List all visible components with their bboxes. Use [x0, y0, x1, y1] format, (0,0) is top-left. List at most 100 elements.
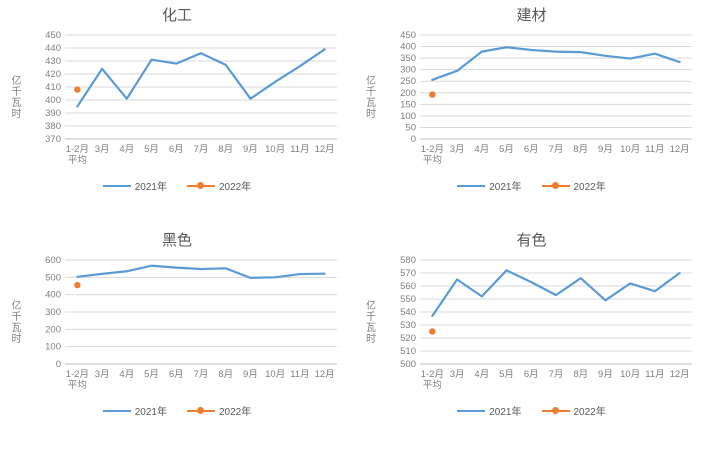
x-tick-label: 8月	[218, 369, 233, 380]
y-tick-label: 520	[400, 333, 416, 344]
x-tick-label: 7月	[194, 144, 209, 155]
y-tick-label: 600	[45, 255, 61, 266]
y-tick-label: 500	[45, 272, 61, 283]
plot-row: 亿千瓦时 450 400 350 300 250 200 150 100 50 0 1-2月平均 3月…	[362, 27, 702, 177]
x-tick-label: 12月	[315, 144, 335, 155]
legend-label-2021: 2021年	[134, 182, 167, 193]
y-tick-label: 510	[400, 346, 416, 357]
y-tick-label: 580	[400, 255, 416, 266]
x-tick-label: 10月	[265, 144, 285, 155]
y-axis-title: 亿千瓦时	[9, 75, 20, 119]
y-tick-labels: 600 500 400 300 200 100 0	[45, 255, 61, 370]
chart-title: 化工	[161, 7, 192, 24]
x-tick-labels: 1-2月平均 3月 4月 5月 6月 7月 8月 9月 10月 11月 12月	[66, 144, 335, 166]
x-tick-label: 5月	[499, 369, 514, 380]
y-tick-label: 400	[45, 290, 61, 301]
x-tick-label: 3月	[95, 144, 110, 155]
x-tick-label: 9月	[243, 369, 258, 380]
x-tick-label: 3月	[449, 369, 464, 380]
x-tick-label: 12月	[669, 369, 689, 380]
data-point-2022	[428, 91, 436, 98]
gridlines	[419, 34, 692, 140]
x-tick-label: 11月	[290, 369, 309, 380]
y-tick-label: 250	[400, 76, 416, 87]
x-tick-label: 11月	[290, 144, 309, 155]
y-tick-label: 450	[45, 30, 61, 41]
x-tick-label: 10月	[265, 369, 285, 380]
chart-jiancai: 建材 亿千瓦时 450 400 350 300 250 200 150 100 50 0 1-2月平…	[354, 0, 709, 225]
y-tick-label: 440	[45, 43, 61, 54]
x-tick-label: 9月	[598, 369, 613, 380]
y-tick-label: 300	[400, 65, 416, 76]
line-swatch-2021-icon	[102, 409, 131, 412]
x-tick-label: 9月	[243, 144, 258, 155]
x-tick-labels: 1-2月平均 3月 4月 5月 6月 7月 8月 9月 10月 11月 12月	[66, 369, 335, 391]
y-tick-label: 540	[400, 307, 416, 318]
legend-label-2022: 2022年	[219, 182, 252, 193]
y-tick-label: 50	[405, 122, 416, 133]
y-tick-label: 0	[410, 134, 415, 145]
x-tick-label: 7月	[548, 144, 563, 155]
x-tick-label: 6月	[523, 369, 538, 380]
chart-heise: 黑色 亿千瓦时 600 500 400 300 200 100 0 1-2月平均 3月 4月 5月 6…	[0, 225, 354, 451]
line-swatch-2021-icon	[457, 184, 486, 187]
legend-item-2021: 2021年	[102, 178, 167, 193]
y-tick-label: 150	[400, 99, 416, 110]
x-tick-label: 7月	[548, 369, 563, 380]
legend-item-2021: 2021年	[102, 403, 167, 418]
legend-item-2021: 2021年	[457, 403, 522, 418]
legend: 2021年 2022年	[457, 403, 606, 418]
line-swatch-2021-icon	[457, 409, 486, 412]
y-tick-label: 570	[400, 268, 416, 279]
chart-youse: 有色 亿千瓦时 580 570 560 550 540 530 520 510 500 1-2月平…	[354, 225, 709, 451]
x-tick-labels: 1-2月平均 3月 4月 5月 6月 7月 8月 9月 10月 11月 12月	[420, 369, 689, 391]
chart-title: 黑色	[161, 232, 192, 249]
y-tick-label: 390	[45, 108, 61, 119]
x-tick-label: 3月	[95, 369, 110, 380]
y-tick-label: 430	[45, 56, 61, 67]
plot-area: 580 570 560 550 540 530 520 510 500 1-2月平均 3月 4月 5月 6…	[400, 255, 692, 391]
y-tick-label: 530	[400, 320, 416, 331]
y-tick-label: 560	[400, 281, 416, 292]
x-tick-label: 10月	[620, 144, 640, 155]
chart-title: 建材	[516, 7, 547, 24]
y-axis-title: 亿千瓦时	[9, 300, 20, 344]
y-tick-label: 100	[45, 342, 61, 353]
plot-row: 亿千瓦时 580 570 560 550 540 530 520 510 500 1-2月平均 3月…	[362, 252, 702, 402]
legend-label-2022: 2022年	[219, 407, 252, 418]
legend-item-2022: 2022年	[541, 178, 606, 193]
legend-label-2022: 2022年	[573, 407, 606, 418]
line-swatch-2021-icon	[102, 184, 131, 187]
legend-label-2021: 2021年	[489, 182, 522, 193]
x-tick-label: 1-2月平均	[420, 144, 443, 166]
series-line-2021	[76, 48, 326, 108]
legend-item-2022: 2022年	[187, 178, 251, 193]
y-axis-title: 亿千瓦时	[363, 300, 375, 344]
data-point-2022	[74, 281, 81, 289]
series-line-2021	[430, 46, 681, 81]
x-tick-label: 1-2月平均	[66, 369, 89, 391]
y-tick-label: 200	[400, 88, 416, 99]
x-tick-label: 4月	[474, 369, 489, 380]
y-tick-labels: 580 570 560 550 540 530 520 510 500	[400, 255, 416, 370]
legend-label-2021: 2021年	[134, 407, 167, 418]
gridlines	[65, 34, 337, 140]
x-tick-label: 4月	[119, 369, 134, 380]
x-tick-label: 9月	[598, 144, 613, 155]
plot-row: 亿千瓦时 450 440 430 420 410 400 390 380 370 1-2月平均 3月…	[7, 27, 347, 177]
x-tick-label: 1-2月平均	[420, 369, 443, 391]
y-tick-label: 0	[56, 359, 61, 370]
legend: 2021年 2022年	[102, 403, 252, 418]
line-dot-swatch-2022-icon	[541, 182, 570, 189]
gridlines	[65, 259, 337, 365]
series-line-2021	[76, 264, 326, 279]
legend-item-2022: 2022年	[541, 403, 606, 418]
y-tick-label: 100	[400, 111, 416, 122]
legend-item-2021: 2021年	[457, 178, 522, 193]
y-tick-label: 400	[45, 95, 61, 106]
x-tick-labels: 1-2月平均 3月 4月 5月 6月 7月 8月 9月 10月 11月 12月	[420, 144, 689, 166]
